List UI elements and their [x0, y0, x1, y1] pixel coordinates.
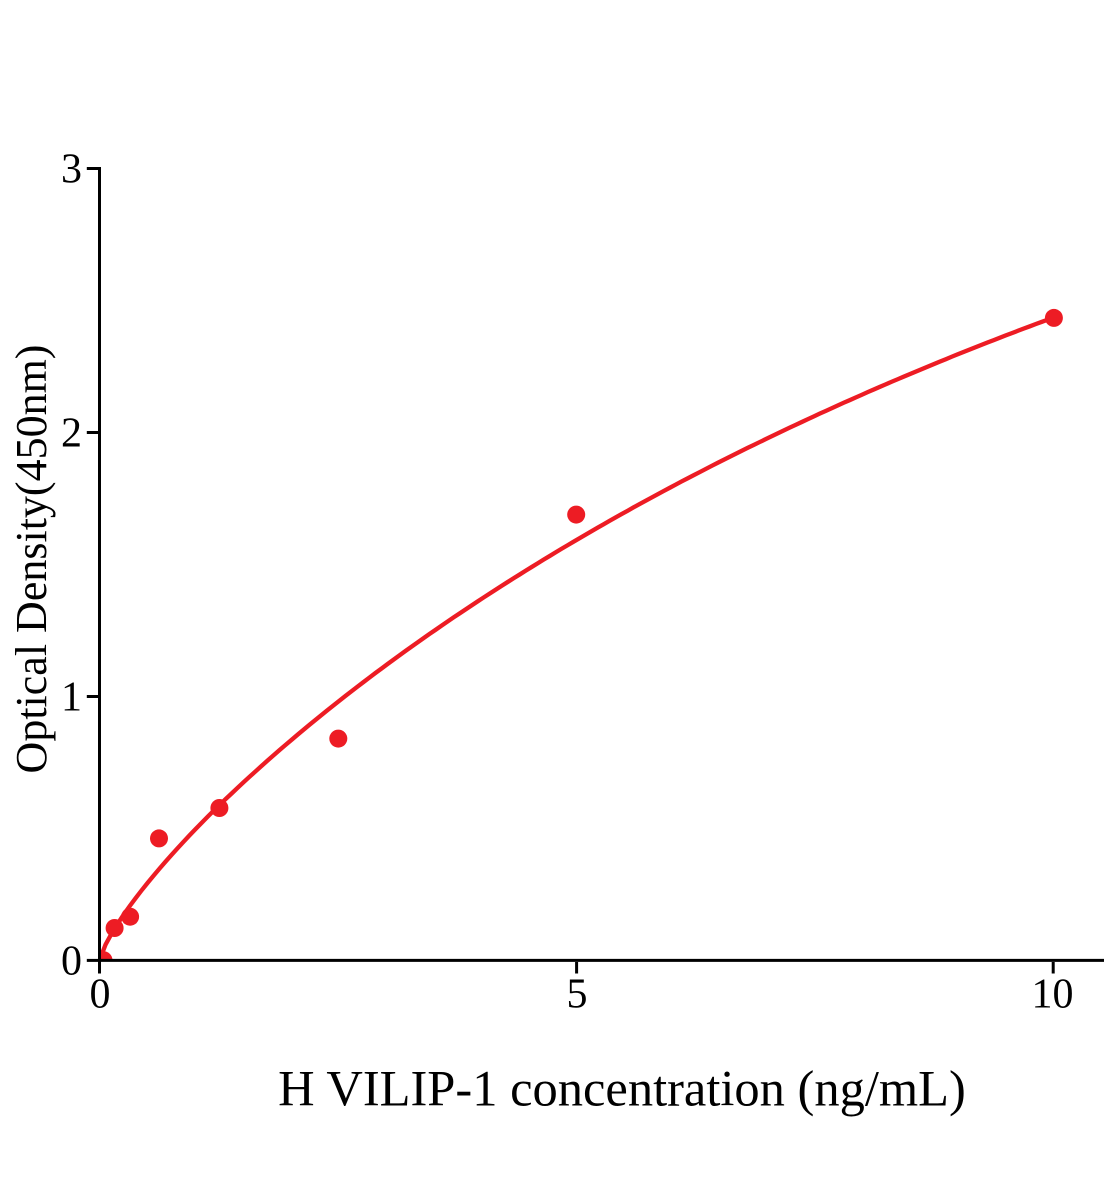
svg-text:2: 2	[61, 411, 82, 457]
svg-text:0: 0	[90, 972, 111, 1018]
svg-text:5: 5	[567, 972, 588, 1018]
svg-text:1: 1	[61, 675, 82, 721]
svg-text:0: 0	[61, 938, 82, 984]
svg-text:3: 3	[61, 147, 82, 193]
svg-text:10: 10	[1032, 972, 1074, 1018]
svg-text:Optical Density(450nm): Optical Density(450nm)	[7, 345, 56, 774]
svg-text:H VILIP-1 concentration (ng/mL: H VILIP-1 concentration (ng/mL)	[278, 1061, 966, 1117]
